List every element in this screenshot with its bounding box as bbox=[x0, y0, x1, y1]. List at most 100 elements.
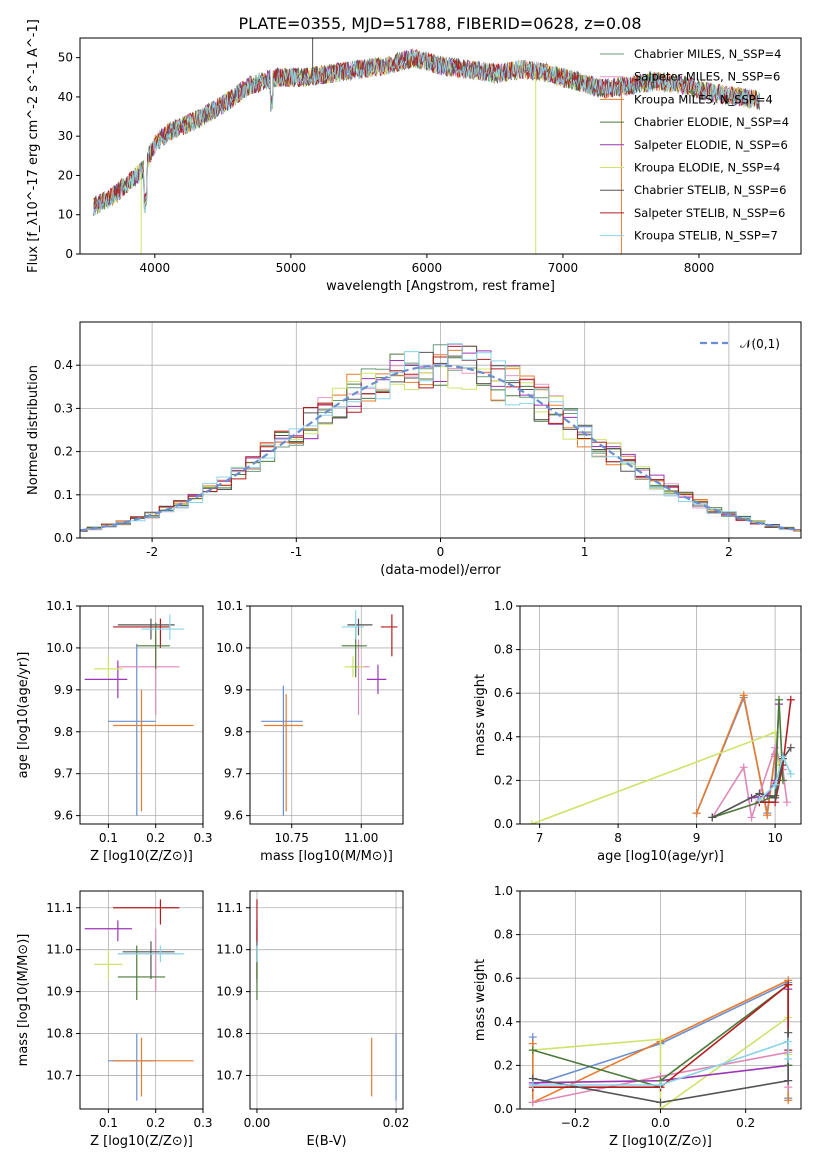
plot-area-mass_weight_vs_Z bbox=[528, 976, 793, 1109]
y-tick-label: 10.1 bbox=[46, 599, 73, 613]
histogram-series-8 bbox=[80, 345, 801, 532]
x-tick-label: 0.1 bbox=[99, 831, 118, 845]
y-axis-label: mass [log10(M/M⊙)] bbox=[16, 934, 31, 1067]
spectrum-line-9 bbox=[93, 49, 760, 216]
weight-line-9 bbox=[532, 1040, 789, 1086]
plot-area-age_vs_Z bbox=[84, 614, 194, 816]
x-tick-label: 8000 bbox=[684, 261, 715, 275]
plot-area-mass_vs_Z bbox=[84, 899, 194, 1101]
legend-entry: Chabrier ELODIE, N_SSP=4 bbox=[634, 115, 789, 129]
y-axis-label: mass weight bbox=[473, 674, 488, 756]
panel-spectrum: 4000 5000 6000 7000 8000 0 10 20 30 40 50 wavelengt… bbox=[26, 19, 802, 294]
x-tick-label: 4000 bbox=[140, 261, 171, 275]
y-tick-label: 10.8 bbox=[216, 1027, 243, 1041]
weight-marker bbox=[784, 1028, 793, 1037]
y-tick-label: 0 bbox=[65, 247, 73, 261]
y-axis-label: Flux [f_λ10^-17 erg cm^-2 s^-1 A^-1] bbox=[26, 19, 41, 273]
weight-line-2 bbox=[695, 692, 776, 816]
x-tick-label: 10 bbox=[767, 831, 782, 845]
weight-line-7 bbox=[759, 699, 792, 803]
y-tick-label: 0.4 bbox=[494, 730, 513, 744]
y-tick-label: 0.4 bbox=[54, 358, 73, 372]
panel-mass_weight_vs_Z: −0.2 0.0 0.2 0.0 0.2 0.4 0.6 0.8 1.0 Z [log10(Z/Z… bbox=[473, 884, 802, 1149]
x-axis-label: age [log10(age/yr)] bbox=[597, 849, 724, 864]
y-tick-label: 0.2 bbox=[494, 773, 513, 787]
y-tick-label: 9.7 bbox=[224, 767, 243, 781]
weight-marker bbox=[527, 820, 536, 824]
legend-entry: Salpeter ELODIE, N_SSP=6 bbox=[634, 138, 788, 152]
legend-entry: Chabrier STELIB, N_SSP=6 bbox=[634, 183, 786, 197]
weight-line-7 bbox=[532, 983, 789, 1088]
x-axis-label: Z [log10(Z/Z⊙)] bbox=[90, 849, 193, 864]
weight-marker bbox=[784, 980, 793, 989]
x-tick-label: 8 bbox=[614, 831, 622, 845]
plot-area-residuals bbox=[80, 343, 801, 532]
x-tick-label: -1 bbox=[290, 545, 302, 559]
weight-marker bbox=[784, 1054, 793, 1063]
y-tick-label: 9.9 bbox=[54, 683, 73, 697]
panels-group: 4000 5000 6000 7000 800001020304050wavelengt… bbox=[16, 19, 802, 1149]
legend-entry: 𝒩(0,1) bbox=[740, 337, 780, 351]
y-tick-label: 10.0 bbox=[216, 641, 243, 655]
y-tick-label: 9.6 bbox=[224, 809, 243, 823]
x-tick-label: -2 bbox=[146, 545, 158, 559]
y-tick-label: 0.6 bbox=[494, 971, 513, 985]
y-tick-label: 0.0 bbox=[494, 817, 513, 831]
y-tick-label: 11.0 bbox=[46, 943, 73, 957]
panel-age_vs_Z: 0.1 0.2 0.3 9.6 9.7 9.8 9.9 10.0 10.1 Z [log10(Z/… bbox=[16, 599, 213, 864]
y-axis-label: mass weight bbox=[473, 959, 488, 1041]
x-axis-label: (data-model)/error bbox=[380, 563, 501, 578]
y-tick-label: 0.8 bbox=[494, 928, 513, 942]
y-tick-label: 0.2 bbox=[54, 445, 73, 459]
x-tick-label: 11.00 bbox=[344, 831, 378, 845]
panel-residuals: -2 -1 0 1 2 0.0 0.1 0.2 0.3 0.4 (data-model)/error… bbox=[26, 321, 802, 578]
x-axis-label: E(B-V) bbox=[306, 1134, 346, 1149]
y-tick-label: 10.9 bbox=[216, 985, 243, 999]
y-tick-label: 0.2 bbox=[494, 1058, 513, 1072]
x-tick-label: 10.75 bbox=[275, 831, 309, 845]
x-tick-label: 0.2 bbox=[146, 1116, 165, 1130]
y-tick-label: 0.0 bbox=[494, 1102, 513, 1116]
axes-frame bbox=[79, 605, 204, 825]
weight-marker bbox=[784, 1076, 793, 1085]
y-axis-label: Normed distribution bbox=[26, 365, 41, 495]
x-tick-label: 6000 bbox=[412, 261, 443, 275]
x-tick-label: 5000 bbox=[276, 261, 307, 275]
histogram-series-7 bbox=[80, 345, 801, 531]
legend-entry: Kroupa ELODIE, N_SSP=4 bbox=[634, 161, 780, 175]
y-tick-label: 11.1 bbox=[216, 901, 243, 915]
y-tick-label: 30 bbox=[58, 129, 73, 143]
x-tick-label: 0 bbox=[437, 545, 445, 559]
axes-frame bbox=[519, 890, 802, 1110]
y-tick-label: 0.1 bbox=[54, 488, 73, 502]
weight-marker bbox=[784, 1037, 793, 1046]
y-tick-label: 10.8 bbox=[46, 1027, 73, 1041]
weight-marker bbox=[528, 1098, 537, 1107]
y-tick-label: 40 bbox=[58, 90, 73, 104]
weight-marker bbox=[692, 809, 701, 818]
y-tick-label: 1.0 bbox=[494, 599, 513, 613]
x-tick-label: 9 bbox=[693, 831, 701, 845]
legend-entry: Kroupa MILES, N_SSP=4 bbox=[634, 92, 773, 106]
axes-frame bbox=[79, 321, 802, 539]
x-tick-label: 7 bbox=[536, 831, 544, 845]
x-tick-label: 0.00 bbox=[244, 1116, 271, 1130]
panel-mass_weight_vs_age: 7 8 9 10 0.0 0.2 0.4 0.6 0.8 1.0 age [log10(age/yr… bbox=[473, 599, 802, 864]
y-tick-label: 11.0 bbox=[216, 943, 243, 957]
weight-marker bbox=[739, 691, 748, 700]
panel-mass_vs_Z: 0.1 0.2 0.3 10.7 10.8 10.9 11.0 11.1 Z [log10(Z/… bbox=[16, 890, 213, 1149]
y-tick-label: 50 bbox=[58, 51, 73, 65]
x-tick-label: 0.1 bbox=[99, 1116, 118, 1130]
y-tick-label: 10.7 bbox=[46, 1068, 73, 1082]
x-tick-label: 2 bbox=[725, 545, 733, 559]
weight-marker bbox=[739, 763, 748, 772]
weight-marker bbox=[528, 1046, 537, 1055]
weight-marker bbox=[782, 798, 791, 807]
axes-frame bbox=[249, 890, 404, 1110]
weight-marker bbox=[786, 743, 795, 752]
legend-entry: Kroupa STELIB, N_SSP=7 bbox=[634, 229, 778, 243]
y-tick-label: 0.0 bbox=[54, 531, 73, 545]
x-tick-label: 0.02 bbox=[383, 1116, 410, 1130]
weight-marker bbox=[528, 1081, 537, 1090]
y-tick-label: 9.6 bbox=[54, 809, 73, 823]
